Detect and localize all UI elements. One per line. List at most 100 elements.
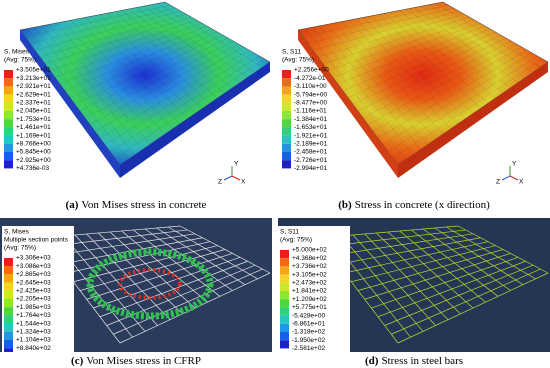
legend-swatch <box>4 78 13 87</box>
mesh-line <box>421 6 526 78</box>
panel: S, Mises(Avg: 75%)+3.505e+01+3.213e+01+2… <box>0 0 272 192</box>
mesh-line <box>392 11 496 99</box>
mesh-line <box>362 40 512 118</box>
legend-value: +2.337e+01 <box>16 100 51 107</box>
legend-swatch <box>282 127 291 136</box>
caption: (b) Stress in concrete (x direction) <box>278 199 550 211</box>
legend-swatch <box>4 323 13 332</box>
mesh-line <box>382 52 533 145</box>
legend-swatch <box>280 258 289 267</box>
mesh-line <box>27 28 128 160</box>
legend-swatch <box>4 258 13 267</box>
legend-value: -1.921e+01 <box>294 132 327 139</box>
legend-swatch <box>282 119 291 128</box>
triad-label: Y <box>234 161 239 168</box>
legend-value: -5.428e+00 <box>292 312 325 319</box>
mesh-line <box>41 25 143 150</box>
mesh-line <box>106 13 211 104</box>
mesh-line <box>387 55 538 152</box>
legend-swatch <box>280 291 289 300</box>
mesh-line <box>332 22 480 78</box>
legend-value: +1.544e+03 <box>16 320 51 327</box>
legend-swatch <box>4 102 13 111</box>
caption-label: (c) <box>71 355 84 367</box>
mesh-line <box>372 46 522 132</box>
legend-swatch <box>280 340 289 349</box>
mesh-line <box>307 7 454 44</box>
legend-value: +3.105e+02 <box>292 271 327 278</box>
mesh-line <box>319 25 421 150</box>
legend-title: (Avg: 75%) <box>282 57 314 64</box>
legend-value: +2.921e+01 <box>16 83 51 90</box>
mesh-line <box>406 8 511 88</box>
triad-axis <box>223 175 233 181</box>
legend-title: S, Mises <box>4 229 30 236</box>
legend-value: -2.458e+01 <box>294 149 327 156</box>
legend-value: -2.581e+02 <box>292 345 325 352</box>
mesh-line <box>69 31 218 98</box>
legend-swatch <box>4 340 13 349</box>
legend-swatch <box>282 102 291 111</box>
legend-value: -4.272e-01 <box>294 75 326 82</box>
mesh-line <box>347 31 496 98</box>
legend-swatch <box>4 94 13 103</box>
rebar <box>113 268 263 335</box>
triad-label: X <box>241 179 246 186</box>
legend-swatch <box>280 307 289 316</box>
mesh-line <box>114 11 218 99</box>
mesh-line <box>128 8 233 88</box>
mesh-line <box>399 10 504 94</box>
legend-swatch <box>280 274 289 283</box>
mesh-line <box>367 43 517 125</box>
mesh-line <box>34 10 181 51</box>
mesh-line <box>64 28 213 91</box>
rebar <box>384 264 534 326</box>
legend-swatch <box>280 323 289 332</box>
mesh-line <box>49 19 197 71</box>
mesh-line <box>334 22 436 140</box>
legend-value: -3.110e+00 <box>294 83 327 90</box>
mesh-line <box>89 43 239 125</box>
legend-box <box>2 226 74 352</box>
legend-title: S, S11 <box>282 49 301 56</box>
legend-value: +2.256e+00 <box>294 67 329 74</box>
legend-value: -8.477e+00 <box>294 100 327 107</box>
legend-value: +1.461e+01 <box>16 124 51 131</box>
rebar <box>446 226 536 280</box>
triad-label: Z <box>218 179 222 186</box>
legend-swatch <box>4 86 13 95</box>
legend-swatch <box>4 119 13 128</box>
legend-swatch <box>282 143 291 152</box>
legend-value: +3.505e+01 <box>16 67 51 74</box>
legend-value: +2.865e+03 <box>16 271 51 278</box>
mesh-line <box>74 34 223 105</box>
mesh-line <box>135 7 241 83</box>
legend-value: +5.775e+01 <box>292 304 327 311</box>
mesh-line <box>143 6 248 78</box>
plate-edge <box>20 30 120 178</box>
legend-value: +8.840e+02 <box>16 345 51 352</box>
caption-text: Von Mises stress in concrete <box>81 199 207 211</box>
rebar <box>119 272 271 344</box>
mesh-line <box>384 13 489 104</box>
mesh-line <box>352 34 501 105</box>
mesh-line <box>413 7 519 83</box>
legend-value: +1.753e+01 <box>16 116 51 123</box>
plate-edge <box>398 62 548 178</box>
legend-title: S, Mises <box>4 49 30 56</box>
mesh-line <box>109 55 260 152</box>
legend-title: Multiple section points <box>4 237 69 244</box>
mesh-line <box>114 58 265 159</box>
legend-value: +3.736e+02 <box>292 263 327 270</box>
legend-value: +2.425e+03 <box>16 288 51 295</box>
legend-value: +2.629e+01 <box>16 91 51 98</box>
legend-value: -1.950e+02 <box>292 337 325 344</box>
mesh-line <box>370 15 474 114</box>
legend-swatch <box>280 266 289 275</box>
mesh-line <box>377 49 528 139</box>
mesh-line <box>322 16 470 64</box>
legend-value: +2.645e+03 <box>16 279 51 286</box>
mesh-line <box>24 4 171 37</box>
